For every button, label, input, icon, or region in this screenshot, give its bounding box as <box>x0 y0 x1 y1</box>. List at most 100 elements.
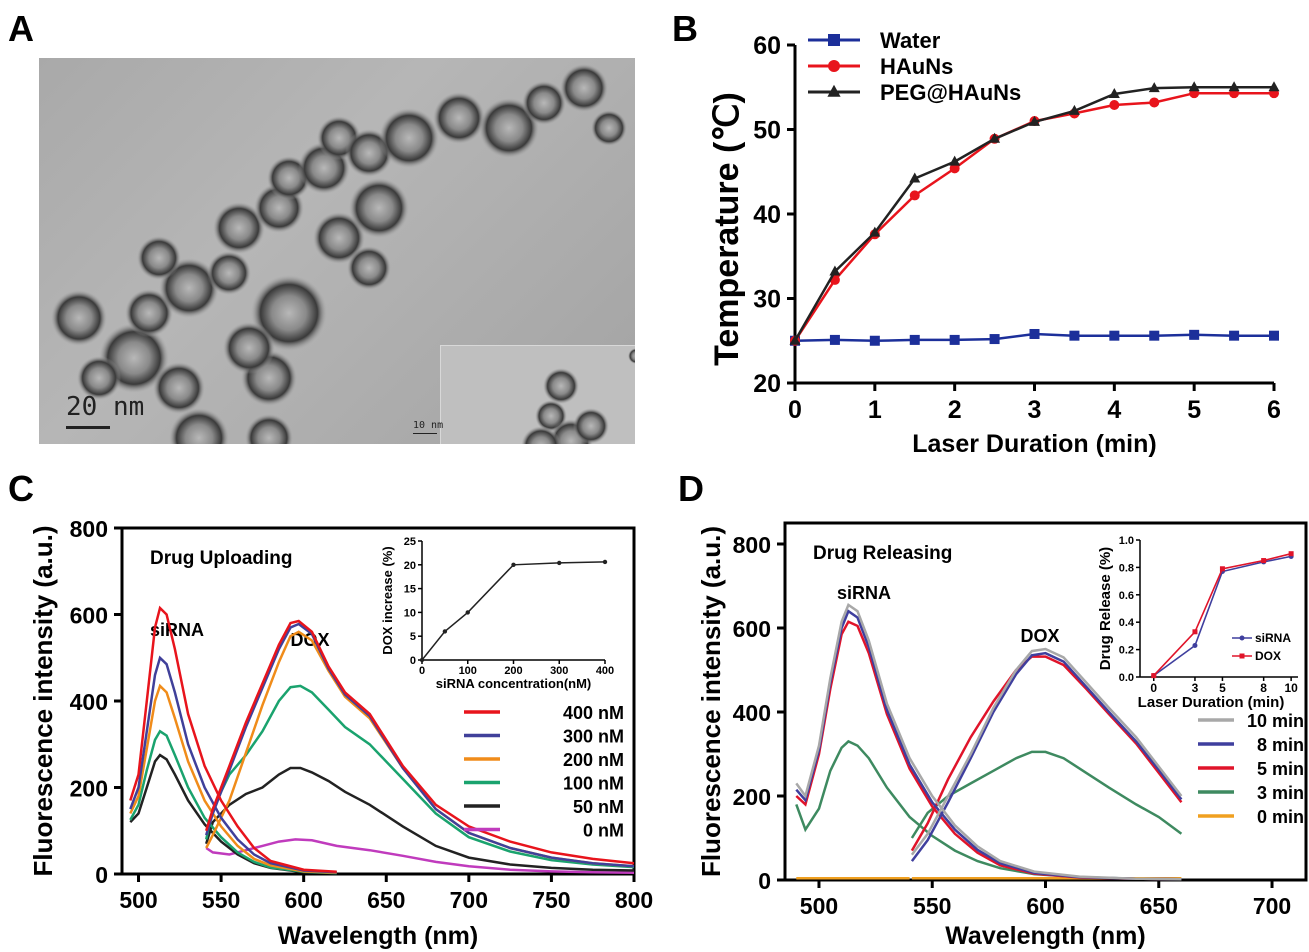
nanoparticle-ring <box>479 98 539 158</box>
legend-label: 5 min <box>1257 759 1304 779</box>
inset-x-tick-label: 8 <box>1260 681 1267 695</box>
series-line-dox <box>205 619 635 865</box>
inset-y-tick-label: 25 <box>404 536 416 548</box>
data-point <box>989 132 1001 143</box>
data-point <box>1192 642 1198 648</box>
legend-label: 100 nM <box>563 774 624 794</box>
y-axis-label: Fluorescence intensity (a.u.) <box>696 526 726 877</box>
data-point <box>1192 629 1198 635</box>
legend-label: HAuNs <box>880 54 953 79</box>
legend-label: 0 nM <box>583 821 624 841</box>
x-tick-label: 650 <box>367 887 405 913</box>
data-point <box>1151 673 1157 679</box>
x-tick-label: 5 <box>1187 396 1201 424</box>
series-line-sirna <box>129 753 337 875</box>
data-point <box>1109 99 1120 110</box>
series-line-dox <box>910 651 1183 862</box>
nanoparticle-ring <box>137 236 181 280</box>
inset-data-point <box>557 560 562 566</box>
inset-x-axis-label: siRNA concentration(nM) <box>436 676 592 691</box>
chart-b: 20 30 40 50 60 0 1 2 3 4 5 6 Laser Duration (min) Tem… <box>708 28 1281 458</box>
data-point <box>828 60 840 72</box>
data-point <box>1149 330 1160 341</box>
peak-label-sirna: siRNA <box>837 583 891 603</box>
legend-label: 300 nM <box>563 727 624 747</box>
legend-label: 0 min <box>1257 807 1304 827</box>
nanoparticle-ring <box>169 408 229 444</box>
data-point <box>909 334 920 345</box>
data-point <box>829 334 840 345</box>
inset-x-tick-label: 0 <box>1150 681 1157 695</box>
inset-y-tick-label: 10 <box>404 607 416 619</box>
nanoparticle-ring <box>573 408 609 444</box>
inset-y-axis-label: DOX increase (%) <box>380 546 395 654</box>
data-point <box>1269 330 1279 341</box>
nanoparticle-ring <box>628 348 635 364</box>
x-tick-label: 550 <box>202 887 240 913</box>
inset-x-tick-label: 300 <box>550 665 568 677</box>
legend-label: 10 min <box>1247 711 1304 731</box>
legend-label: 50 nM <box>573 797 624 817</box>
data-point <box>1188 81 1200 92</box>
inset-nanoparticles <box>521 348 635 444</box>
series-line-dox <box>910 647 1183 856</box>
nanoparticle-ring <box>223 322 275 374</box>
data-point <box>909 172 921 183</box>
y-tick-label: 40 <box>753 201 781 229</box>
legend-label: PEG@HAuNs <box>880 80 1021 105</box>
series-line-dox <box>910 655 1183 852</box>
panel-label-a: A <box>8 8 34 49</box>
peak-label-dox: DOX <box>1020 626 1059 646</box>
legend-label: 3 min <box>1257 783 1304 803</box>
data-point <box>1069 330 1080 341</box>
x-axis-label: Laser Duration (min) <box>912 430 1156 458</box>
data-point <box>1239 653 1245 659</box>
data-point <box>1189 329 1200 340</box>
inset-x-tick-label: 5 <box>1219 681 1226 695</box>
series-line-sirna <box>129 729 337 875</box>
series-line-dox <box>205 766 635 872</box>
data-point <box>1148 82 1160 93</box>
inset-data-point <box>465 610 470 615</box>
inset-x-tick-label: 100 <box>459 665 477 677</box>
inset-scale-bar-label: 10 nm <box>413 420 444 431</box>
nanoparticle-ring <box>521 426 561 444</box>
x-axis-label: Wavelength (nm) <box>945 922 1145 950</box>
nanoparticle-ring <box>213 202 265 254</box>
inset-x-axis-label: Laser Duration (min) <box>1138 694 1285 711</box>
scale-bar <box>66 426 110 429</box>
inset-y-tick-label: 15 <box>404 584 416 596</box>
panel-label-d: D <box>678 468 704 509</box>
nanoparticle-ring <box>379 108 439 168</box>
inset-x-tick-label: 3 <box>1192 681 1199 695</box>
data-point <box>1261 558 1267 564</box>
chart-title: Drug Uploading <box>150 548 292 569</box>
chart-title: Drug Releasing <box>813 543 952 564</box>
inset-y-tick-label: 5 <box>410 631 416 643</box>
legend-label: 8 min <box>1257 735 1304 755</box>
inset-x-tick-label: 10 <box>1284 681 1298 695</box>
inset-y-tick-label: 0.2 <box>1119 645 1134 657</box>
data-point <box>829 265 841 276</box>
x-tick-label: 550 <box>913 893 951 919</box>
nanoparticle-ring <box>207 251 251 295</box>
panel-label-c: C <box>8 468 34 509</box>
series-line-dox <box>205 838 635 874</box>
x-tick-label: 500 <box>119 887 157 913</box>
inset-y-tick-label: 1.0 <box>1119 535 1134 547</box>
inset-legend-label: siRNA <box>1255 631 1291 645</box>
nanoparticle-ring <box>51 290 107 346</box>
inset-x-tick-label: 200 <box>504 665 522 677</box>
series-line <box>793 91 1274 342</box>
legend-label: 200 nM <box>563 750 624 770</box>
inset-y-axis-label: Drug Release (%) <box>1097 547 1114 670</box>
data-point <box>909 190 920 201</box>
inset-y-tick-label: 0.6 <box>1119 590 1134 602</box>
x-tick-label: 500 <box>800 893 838 919</box>
data-point <box>1228 81 1240 92</box>
data-point <box>1219 566 1225 572</box>
nanoparticle-ring <box>522 81 566 125</box>
nanoparticle-ring <box>560 64 608 112</box>
